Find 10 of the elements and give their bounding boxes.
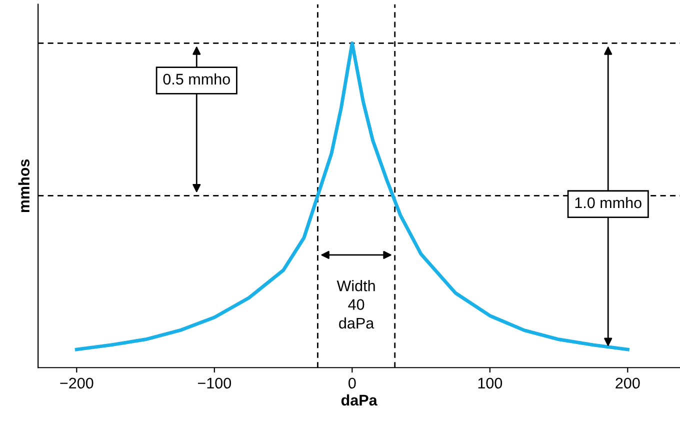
x-tick-label: −200 — [60, 378, 94, 389]
annotation: Width 40 daPa — [336, 280, 375, 329]
x-axis-title: daPa — [341, 394, 378, 406]
x-tick-label: 200 — [616, 378, 640, 389]
annotation: 1.0 mmho — [575, 196, 642, 208]
annotation: 0.5 mmho — [163, 73, 230, 85]
x-tick-label: −100 — [198, 378, 232, 389]
x-tick-label: 0 — [348, 378, 356, 389]
x-tick-label: 100 — [478, 378, 502, 389]
y-axis-title: mmhos — [18, 159, 30, 212]
